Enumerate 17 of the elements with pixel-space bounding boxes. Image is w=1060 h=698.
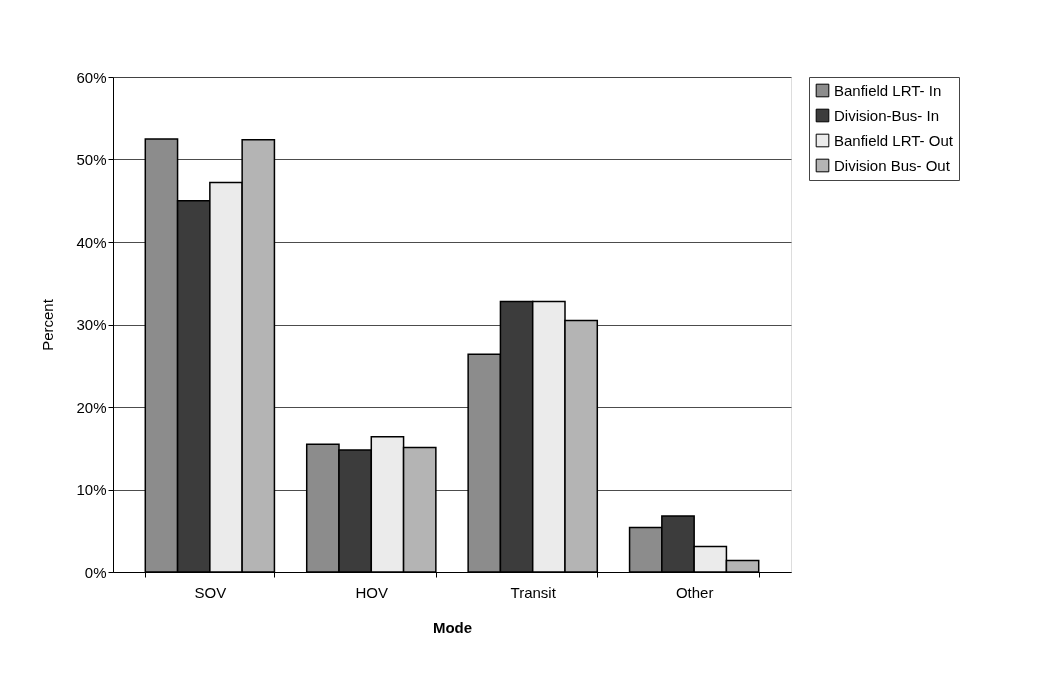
y-tick-label: 60% (76, 68, 107, 86)
y-tick-label: 0% (84, 563, 107, 581)
y-tick-label: 30% (76, 316, 107, 333)
x-tick-label: Other (675, 583, 714, 601)
legend-label: Banfield LRT- In (834, 81, 942, 99)
y-tick-label: 50% (76, 151, 107, 168)
x-axis-title: Mode (432, 618, 473, 636)
y-tick-label: 20% (76, 398, 107, 416)
x-tick-label: Transit (510, 583, 557, 601)
y-tick-label: 40% (76, 233, 107, 251)
y-tick-label: 10% (76, 481, 107, 498)
legend-label: Division Bus- Out (834, 156, 951, 174)
legend-label: Division-Bus- In (834, 106, 940, 124)
legend-label: Banfield LRT- Out (834, 131, 954, 149)
x-tick-label: SOV (194, 583, 227, 601)
y-axis-title: Percent (39, 298, 57, 351)
x-tick-label: HOV (355, 583, 389, 601)
